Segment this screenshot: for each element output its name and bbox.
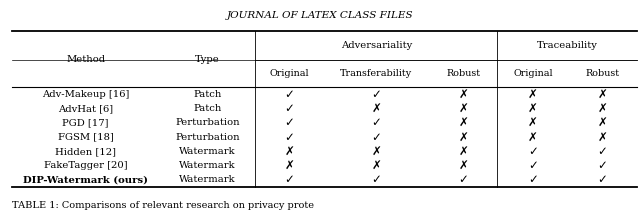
Text: ✗: ✗ [371,145,381,158]
Text: Hidden [12]: Hidden [12] [55,147,116,156]
Text: ✗: ✗ [458,102,468,115]
Text: ✓: ✓ [371,116,381,129]
Text: ✓: ✓ [528,173,538,186]
Text: ✗: ✗ [598,88,607,101]
Text: ✓: ✓ [371,88,381,101]
Text: ✗: ✗ [458,159,468,172]
Text: ✗: ✗ [528,116,538,129]
Text: ✗: ✗ [598,102,607,115]
Text: ✗: ✗ [284,159,294,172]
Text: ✗: ✗ [458,116,468,129]
Text: ✗: ✗ [598,131,607,144]
Text: ✗: ✗ [598,116,607,129]
Text: ✗: ✗ [528,88,538,101]
Text: FakeTagger [20]: FakeTagger [20] [44,161,127,170]
Text: ✓: ✓ [458,173,468,186]
Text: Watermark: Watermark [179,175,236,184]
Text: ✗: ✗ [458,145,468,158]
Text: ✗: ✗ [371,102,381,115]
Text: Type: Type [195,55,220,64]
Text: Perturbation: Perturbation [175,133,240,141]
Text: TABLE 1: Comparisons of relevant research on privacy prote: TABLE 1: Comparisons of relevant researc… [12,201,314,210]
Text: Watermark: Watermark [179,147,236,156]
Text: ✗: ✗ [528,102,538,115]
Text: ✓: ✓ [598,145,607,158]
Text: ✗: ✗ [371,159,381,172]
Text: ✓: ✓ [528,159,538,172]
Text: Patch: Patch [193,90,221,99]
Text: PGD [17]: PGD [17] [63,118,109,127]
Text: ✓: ✓ [284,102,294,115]
Text: ✓: ✓ [284,116,294,129]
Text: JOURNAL OF LATEX CLASS FILES: JOURNAL OF LATEX CLASS FILES [227,11,413,20]
Text: Robust: Robust [586,69,620,78]
Text: ✓: ✓ [528,145,538,158]
Text: ✓: ✓ [598,173,607,186]
Text: Robust: Robust [446,69,480,78]
Text: ✓: ✓ [284,131,294,144]
Text: Traceability: Traceability [537,41,598,50]
Text: ✓: ✓ [284,173,294,186]
Text: Watermark: Watermark [179,161,236,170]
Text: ✓: ✓ [284,88,294,101]
Text: FGSM [18]: FGSM [18] [58,133,114,141]
Text: Adversariality: Adversariality [340,41,412,50]
Text: ✗: ✗ [528,131,538,144]
Text: Adv-Makeup [16]: Adv-Makeup [16] [42,90,129,99]
Text: DIP-Watermark (ours): DIP-Watermark (ours) [23,175,148,184]
Text: ✗: ✗ [458,131,468,144]
Text: ✓: ✓ [371,131,381,144]
Text: AdvHat [6]: AdvHat [6] [58,104,113,113]
Text: Method: Method [66,55,105,64]
Text: Perturbation: Perturbation [175,118,240,127]
Text: ✗: ✗ [284,145,294,158]
Text: Patch: Patch [193,104,221,113]
Text: Transferability: Transferability [340,69,412,78]
Text: ✓: ✓ [598,159,607,172]
Text: Original: Original [513,69,553,78]
Text: ✗: ✗ [458,88,468,101]
Text: Original: Original [269,69,309,78]
Text: ✓: ✓ [371,173,381,186]
